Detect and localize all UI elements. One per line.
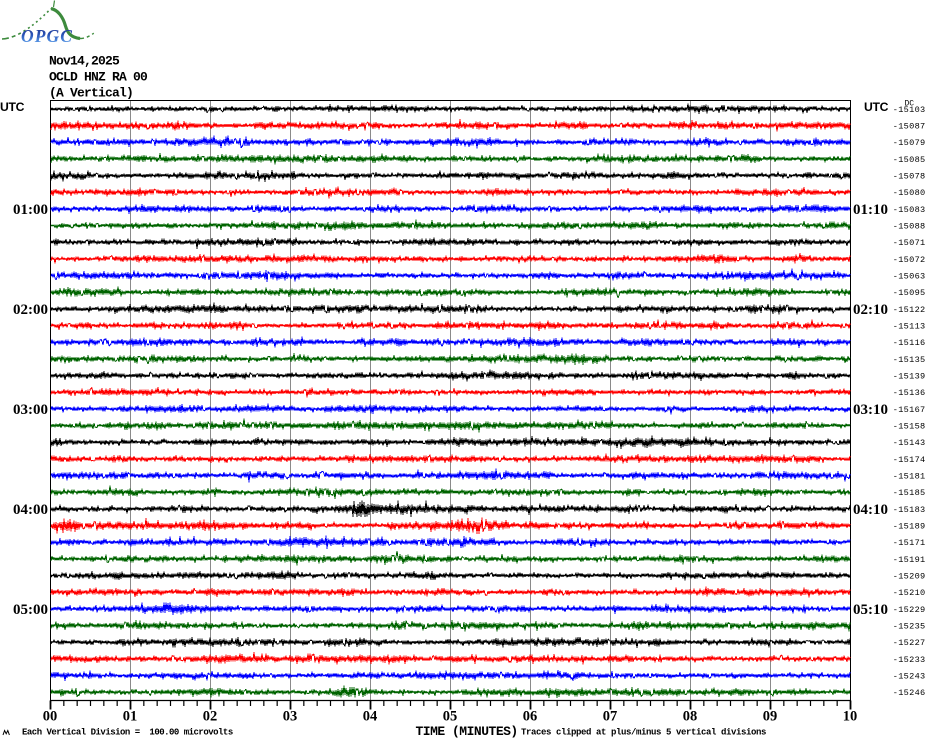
- svg-text:-15116: -15116: [893, 338, 926, 348]
- svg-text:08: 08: [683, 709, 698, 725]
- svg-text:-15233: -15233: [893, 655, 926, 665]
- svg-text:00: 00: [43, 709, 58, 725]
- svg-text:01: 01: [123, 709, 138, 725]
- svg-text:-15122: -15122: [893, 305, 926, 315]
- svg-text:-15087: -15087: [893, 122, 926, 132]
- svg-text:10: 10: [843, 709, 858, 725]
- svg-text:03:10: 03:10: [853, 402, 888, 418]
- svg-text:-15158: -15158: [893, 422, 926, 432]
- svg-text:04:00: 04:00: [13, 502, 48, 518]
- svg-text:09: 09: [763, 709, 778, 725]
- svg-text:-15191: -15191: [893, 555, 926, 565]
- svg-text:-15071: -15071: [893, 238, 926, 248]
- svg-text:-15229: -15229: [893, 605, 926, 615]
- svg-text:OCLD HNZ RA 00: OCLD HNZ RA 00: [49, 70, 148, 85]
- svg-text:-15246: -15246: [893, 688, 926, 698]
- svg-text:02: 02: [203, 709, 218, 725]
- svg-text:-15080: -15080: [893, 188, 926, 198]
- svg-text:04: 04: [363, 709, 378, 725]
- svg-text:-15135: -15135: [893, 355, 926, 365]
- svg-text:-15085: -15085: [893, 155, 926, 165]
- svg-text:Nov14,2025: Nov14,2025: [49, 54, 120, 69]
- svg-text:-15243: -15243: [893, 672, 926, 682]
- svg-text:-15072: -15072: [893, 255, 926, 265]
- svg-text:-15171: -15171: [893, 538, 926, 548]
- svg-text:-15183: -15183: [893, 505, 926, 515]
- svg-text:-15136: -15136: [893, 388, 926, 398]
- svg-text:07: 07: [603, 709, 618, 725]
- svg-text:-15209: -15209: [893, 572, 926, 582]
- svg-text:UTC: UTC: [0, 100, 25, 114]
- svg-text:DC: DC: [905, 100, 915, 109]
- svg-text:05:00: 05:00: [13, 602, 48, 618]
- svg-text:06: 06: [523, 709, 538, 725]
- svg-text:-15078: -15078: [893, 172, 926, 182]
- svg-text:-15083: -15083: [893, 205, 926, 215]
- svg-text:-15189: -15189: [893, 522, 926, 532]
- svg-text:-15103: -15103: [893, 105, 926, 115]
- svg-text:Traces clipped at plus/minus 5: Traces clipped at plus/minus 5 vertical …: [521, 728, 766, 738]
- svg-text:02:10: 02:10: [853, 302, 888, 318]
- svg-text:-15139: -15139: [893, 372, 926, 382]
- svg-text:-15143: -15143: [893, 438, 926, 448]
- svg-text:UTC: UTC: [864, 100, 889, 114]
- svg-text:OPGC: OPGC: [21, 26, 73, 46]
- svg-text:-15079: -15079: [893, 138, 926, 148]
- svg-text:-15235: -15235: [893, 622, 926, 632]
- svg-text:-15174: -15174: [893, 455, 926, 465]
- svg-text:05: 05: [443, 709, 458, 725]
- svg-text:-15210: -15210: [893, 588, 926, 598]
- svg-text:-15063: -15063: [893, 272, 926, 282]
- svg-text:(A Vertical): (A Vertical): [49, 86, 133, 101]
- svg-text:TIME (MINUTES): TIME (MINUTES): [416, 724, 518, 739]
- svg-text:-15167: -15167: [893, 405, 926, 415]
- svg-text:-15088: -15088: [893, 222, 926, 232]
- svg-text:-15227: -15227: [893, 638, 926, 648]
- svg-text:-15181: -15181: [893, 472, 926, 482]
- svg-text:-15095: -15095: [893, 288, 926, 298]
- svg-text:-15113: -15113: [893, 322, 926, 332]
- svg-text:Each Vertical Division = 100.: Each Vertical Division = 100.00 microvol…: [22, 728, 233, 738]
- svg-text:03:00: 03:00: [13, 402, 48, 418]
- svg-text:01:00: 01:00: [13, 202, 48, 218]
- svg-text:-15185: -15185: [893, 488, 926, 498]
- svg-text:01:10: 01:10: [853, 202, 888, 218]
- svg-text:03: 03: [283, 709, 298, 725]
- svg-text:05:10: 05:10: [853, 602, 888, 618]
- svg-text:04:10: 04:10: [853, 502, 888, 518]
- svg-text:02:00: 02:00: [13, 302, 48, 318]
